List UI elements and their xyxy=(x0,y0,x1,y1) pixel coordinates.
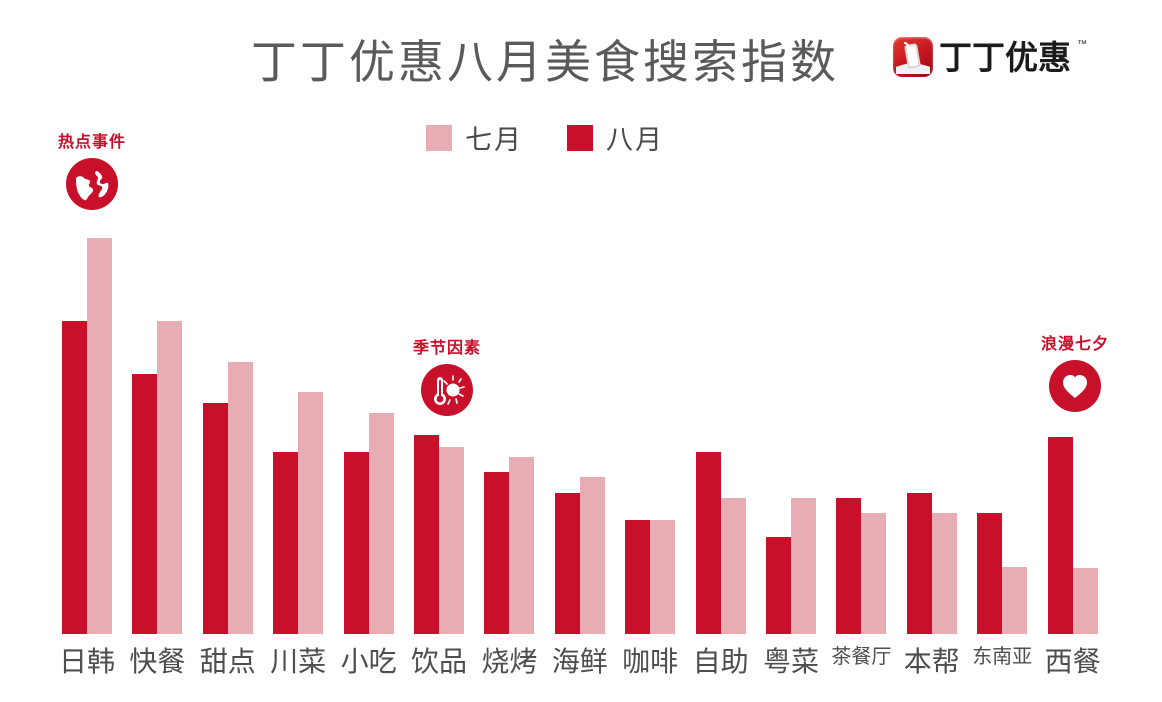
bar-jul-日韩[interactable] xyxy=(87,238,112,634)
bar-jul-海鲜[interactable] xyxy=(579,477,605,634)
x-axis-label-咖啡: 咖啡 xyxy=(622,646,679,677)
x-axis-label-日韩: 日韩 xyxy=(58,646,116,677)
x-axis-label-饮品: 饮品 xyxy=(410,646,468,677)
x-axis-label-茶餐厅: 茶餐厅 xyxy=(831,646,892,668)
brand-name: 丁丁优惠 xyxy=(939,38,1071,76)
x-axis-label-烧烤: 烧烤 xyxy=(481,646,538,677)
globe-icon xyxy=(66,158,118,210)
legend-swatch-cur xyxy=(567,124,593,151)
bar-jul-自助[interactable] xyxy=(720,498,746,634)
bar-jul-茶餐厅[interactable] xyxy=(861,512,887,634)
bar-jul-粤菜[interactable] xyxy=(791,498,816,634)
bar-jul-本帮[interactable] xyxy=(931,512,957,634)
x-axis-label-粤菜: 粤菜 xyxy=(762,646,820,677)
annotation-thermometer-sun: 季节因素 xyxy=(387,334,507,416)
thermometer-sun-icon xyxy=(421,364,473,416)
bar-jul-烧烤[interactable] xyxy=(509,457,535,634)
bar-jul-东南亚[interactable] xyxy=(1002,567,1028,634)
page-title: 丁丁优惠八月美食搜索指数 xyxy=(251,36,839,88)
bar-aug-川菜[interactable] xyxy=(273,451,299,634)
annotation-label: 浪漫七夕 xyxy=(1040,336,1109,353)
bar-aug-咖啡[interactable] xyxy=(625,519,651,634)
legend-label-prev: 七月 xyxy=(465,125,523,155)
annotation-label: 热点事件 xyxy=(57,134,126,151)
x-axis-label-西餐: 西餐 xyxy=(1044,646,1101,677)
bar-aug-自助[interactable] xyxy=(695,451,721,634)
legend-swatch-prev xyxy=(426,124,452,151)
heart-icon xyxy=(1049,360,1101,412)
legend-item-cur[interactable]: 八月 xyxy=(567,118,664,157)
bar-jul-小吃[interactable] xyxy=(368,413,394,634)
bar-aug-饮品[interactable] xyxy=(414,434,439,634)
bar-jul-饮品[interactable] xyxy=(439,447,464,634)
x-axis-label-东南亚: 东南亚 xyxy=(972,646,1033,668)
bar-jul-西餐[interactable] xyxy=(1072,567,1098,634)
bar-aug-烧烤[interactable] xyxy=(484,472,510,634)
x-axis-label-川菜: 川菜 xyxy=(270,646,327,677)
trademark-mark: ™ xyxy=(1077,39,1087,50)
bar-aug-茶餐厅[interactable] xyxy=(836,498,862,634)
bar-aug-甜点[interactable] xyxy=(202,403,228,634)
x-axis-label-甜点: 甜点 xyxy=(199,646,256,677)
bar-aug-快餐[interactable] xyxy=(132,373,158,634)
annotation-label: 季节因素 xyxy=(412,340,481,357)
bar-aug-粤菜[interactable] xyxy=(766,536,791,634)
bar-jul-甜点[interactable] xyxy=(227,361,253,634)
bar-aug-日韩[interactable] xyxy=(62,321,87,634)
x-axis-label-本帮: 本帮 xyxy=(903,646,960,677)
annotation-globe: 热点事件 xyxy=(32,128,152,210)
x-axis-label-小吃: 小吃 xyxy=(340,646,397,677)
bar-jul-川菜[interactable] xyxy=(298,392,324,634)
bar-aug-本帮[interactable] xyxy=(906,493,932,634)
bar-jul-咖啡[interactable] xyxy=(650,519,676,634)
app-logo-icon xyxy=(893,37,933,77)
bar-aug-海鲜[interactable] xyxy=(554,493,580,634)
x-axis-label-快餐: 快餐 xyxy=(129,646,186,677)
x-axis-label-自助: 自助 xyxy=(692,646,749,677)
legend-item-prev[interactable]: 七月 xyxy=(426,118,523,157)
bar-aug-西餐[interactable] xyxy=(1047,437,1073,634)
brand-logo: 丁丁优惠 ™ xyxy=(893,37,1087,77)
bar-aug-东南亚[interactable] xyxy=(977,512,1003,634)
chart-legend: 七月 八月 xyxy=(0,118,1090,157)
annotation-heart: 浪漫七夕 xyxy=(1015,330,1135,412)
x-axis-label-海鲜: 海鲜 xyxy=(551,646,608,677)
bar-jul-快餐[interactable] xyxy=(157,321,183,634)
bar-aug-小吃[interactable] xyxy=(343,451,369,634)
legend-label-cur: 八月 xyxy=(606,125,664,155)
